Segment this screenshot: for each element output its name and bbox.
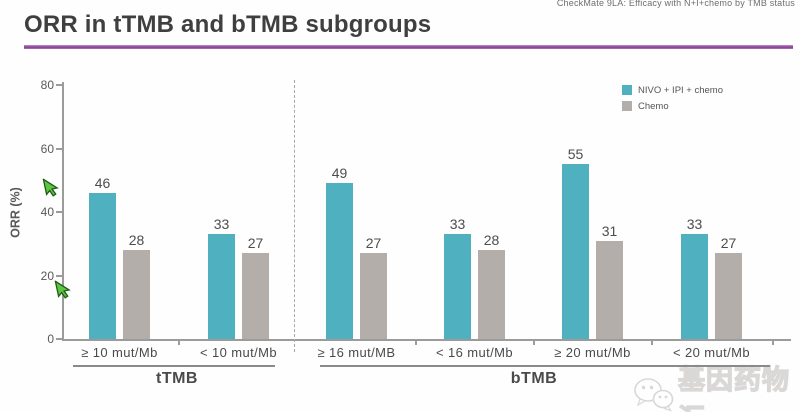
section-label: bTMB [510, 370, 558, 387]
bar-value-label: 33 [449, 216, 466, 233]
x-tick-label: < 20 mut/Mb [672, 345, 751, 360]
title-accent-rule [24, 45, 793, 49]
x-axis-boundary-tick [178, 339, 180, 345]
x-axis-boundary-tick [415, 339, 417, 345]
bar-chemo [123, 250, 150, 339]
section-label: tTMB [156, 370, 198, 387]
watermark-text: 基因药物汇 [677, 364, 790, 412]
section-divider-line [294, 80, 295, 352]
y-tick-label: 60 [40, 141, 54, 156]
y-axis-title: ORR (%) [8, 187, 23, 238]
bar-value-label: 28 [128, 232, 145, 249]
watermark: 基因药物汇 [632, 358, 800, 412]
bar-value-label: 27 [720, 235, 737, 252]
y-tick-mark [56, 274, 62, 277]
y-tick-label: 20 [40, 268, 54, 283]
x-tick-label: ≥ 20 mut/Mb [554, 345, 631, 360]
section-underline [73, 365, 275, 367]
bar-nivo [326, 183, 353, 339]
bar-value-label: 27 [365, 235, 382, 252]
x-tick-label: ≥ 10 mut/Mb [81, 345, 158, 360]
bar-value-label: 33 [213, 216, 230, 233]
cursor-icon [42, 177, 61, 204]
section-underline [320, 365, 770, 367]
y-tick-mark [56, 84, 62, 86]
bar-value-label: 46 [94, 174, 111, 191]
legend-label: NIVO + IPI + chemo [638, 84, 724, 96]
bar-nivo [681, 234, 708, 339]
wechat-icon [632, 376, 674, 412]
legend-item: NIVO + IPI + chemo [622, 82, 723, 98]
bar-value-label: 27 [247, 235, 264, 252]
x-tick-label: < 16 mut/Mb [435, 345, 514, 360]
slide-kicker: CheckMate 9LA: Efficacy with N+I+chemo b… [556, 0, 795, 8]
bar-value-label: 28 [483, 232, 500, 249]
y-tick-label: 0 [47, 332, 54, 346]
y-tick-mark [56, 147, 62, 150]
y-axis-line [62, 82, 64, 340]
legend-swatch [622, 85, 632, 95]
x-axis-boundary-tick [651, 339, 653, 345]
x-axis-line [62, 339, 791, 341]
y-tick-mark [56, 338, 62, 340]
bar-chemo [596, 240, 623, 339]
x-axis-boundary-tick [772, 339, 774, 345]
bar-value-label: 33 [686, 216, 703, 233]
x-tick-label: ≥ 16 mut/MB [317, 345, 396, 360]
bar-chemo [360, 253, 387, 339]
bar-value-label: 55 [567, 146, 584, 163]
cursor-icon [54, 279, 73, 306]
bar-nivo [444, 234, 471, 339]
bar-nivo [562, 164, 589, 339]
x-tick-label: < 10 mut/Mb [199, 345, 278, 360]
bar-chemo [478, 250, 505, 339]
legend-item: Chemo [622, 98, 723, 114]
page-title: ORR in tTMB and bTMB subgroups [24, 11, 432, 38]
y-tick-label: 40 [40, 205, 54, 219]
y-tick-label: 80 [40, 78, 54, 92]
y-tick-mark [56, 211, 62, 213]
bar-nivo [89, 192, 116, 339]
bar-chemo [715, 253, 742, 339]
bar-chemo [242, 253, 269, 339]
bar-nivo [208, 234, 235, 339]
legend-swatch [622, 101, 632, 111]
bar-value-label: 31 [601, 222, 618, 239]
legend: NIVO + IPI + chemo Chemo [622, 82, 723, 114]
bar-value-label: 49 [331, 165, 348, 182]
legend-label: Chemo [638, 100, 669, 112]
x-axis-boundary-tick [533, 339, 535, 345]
